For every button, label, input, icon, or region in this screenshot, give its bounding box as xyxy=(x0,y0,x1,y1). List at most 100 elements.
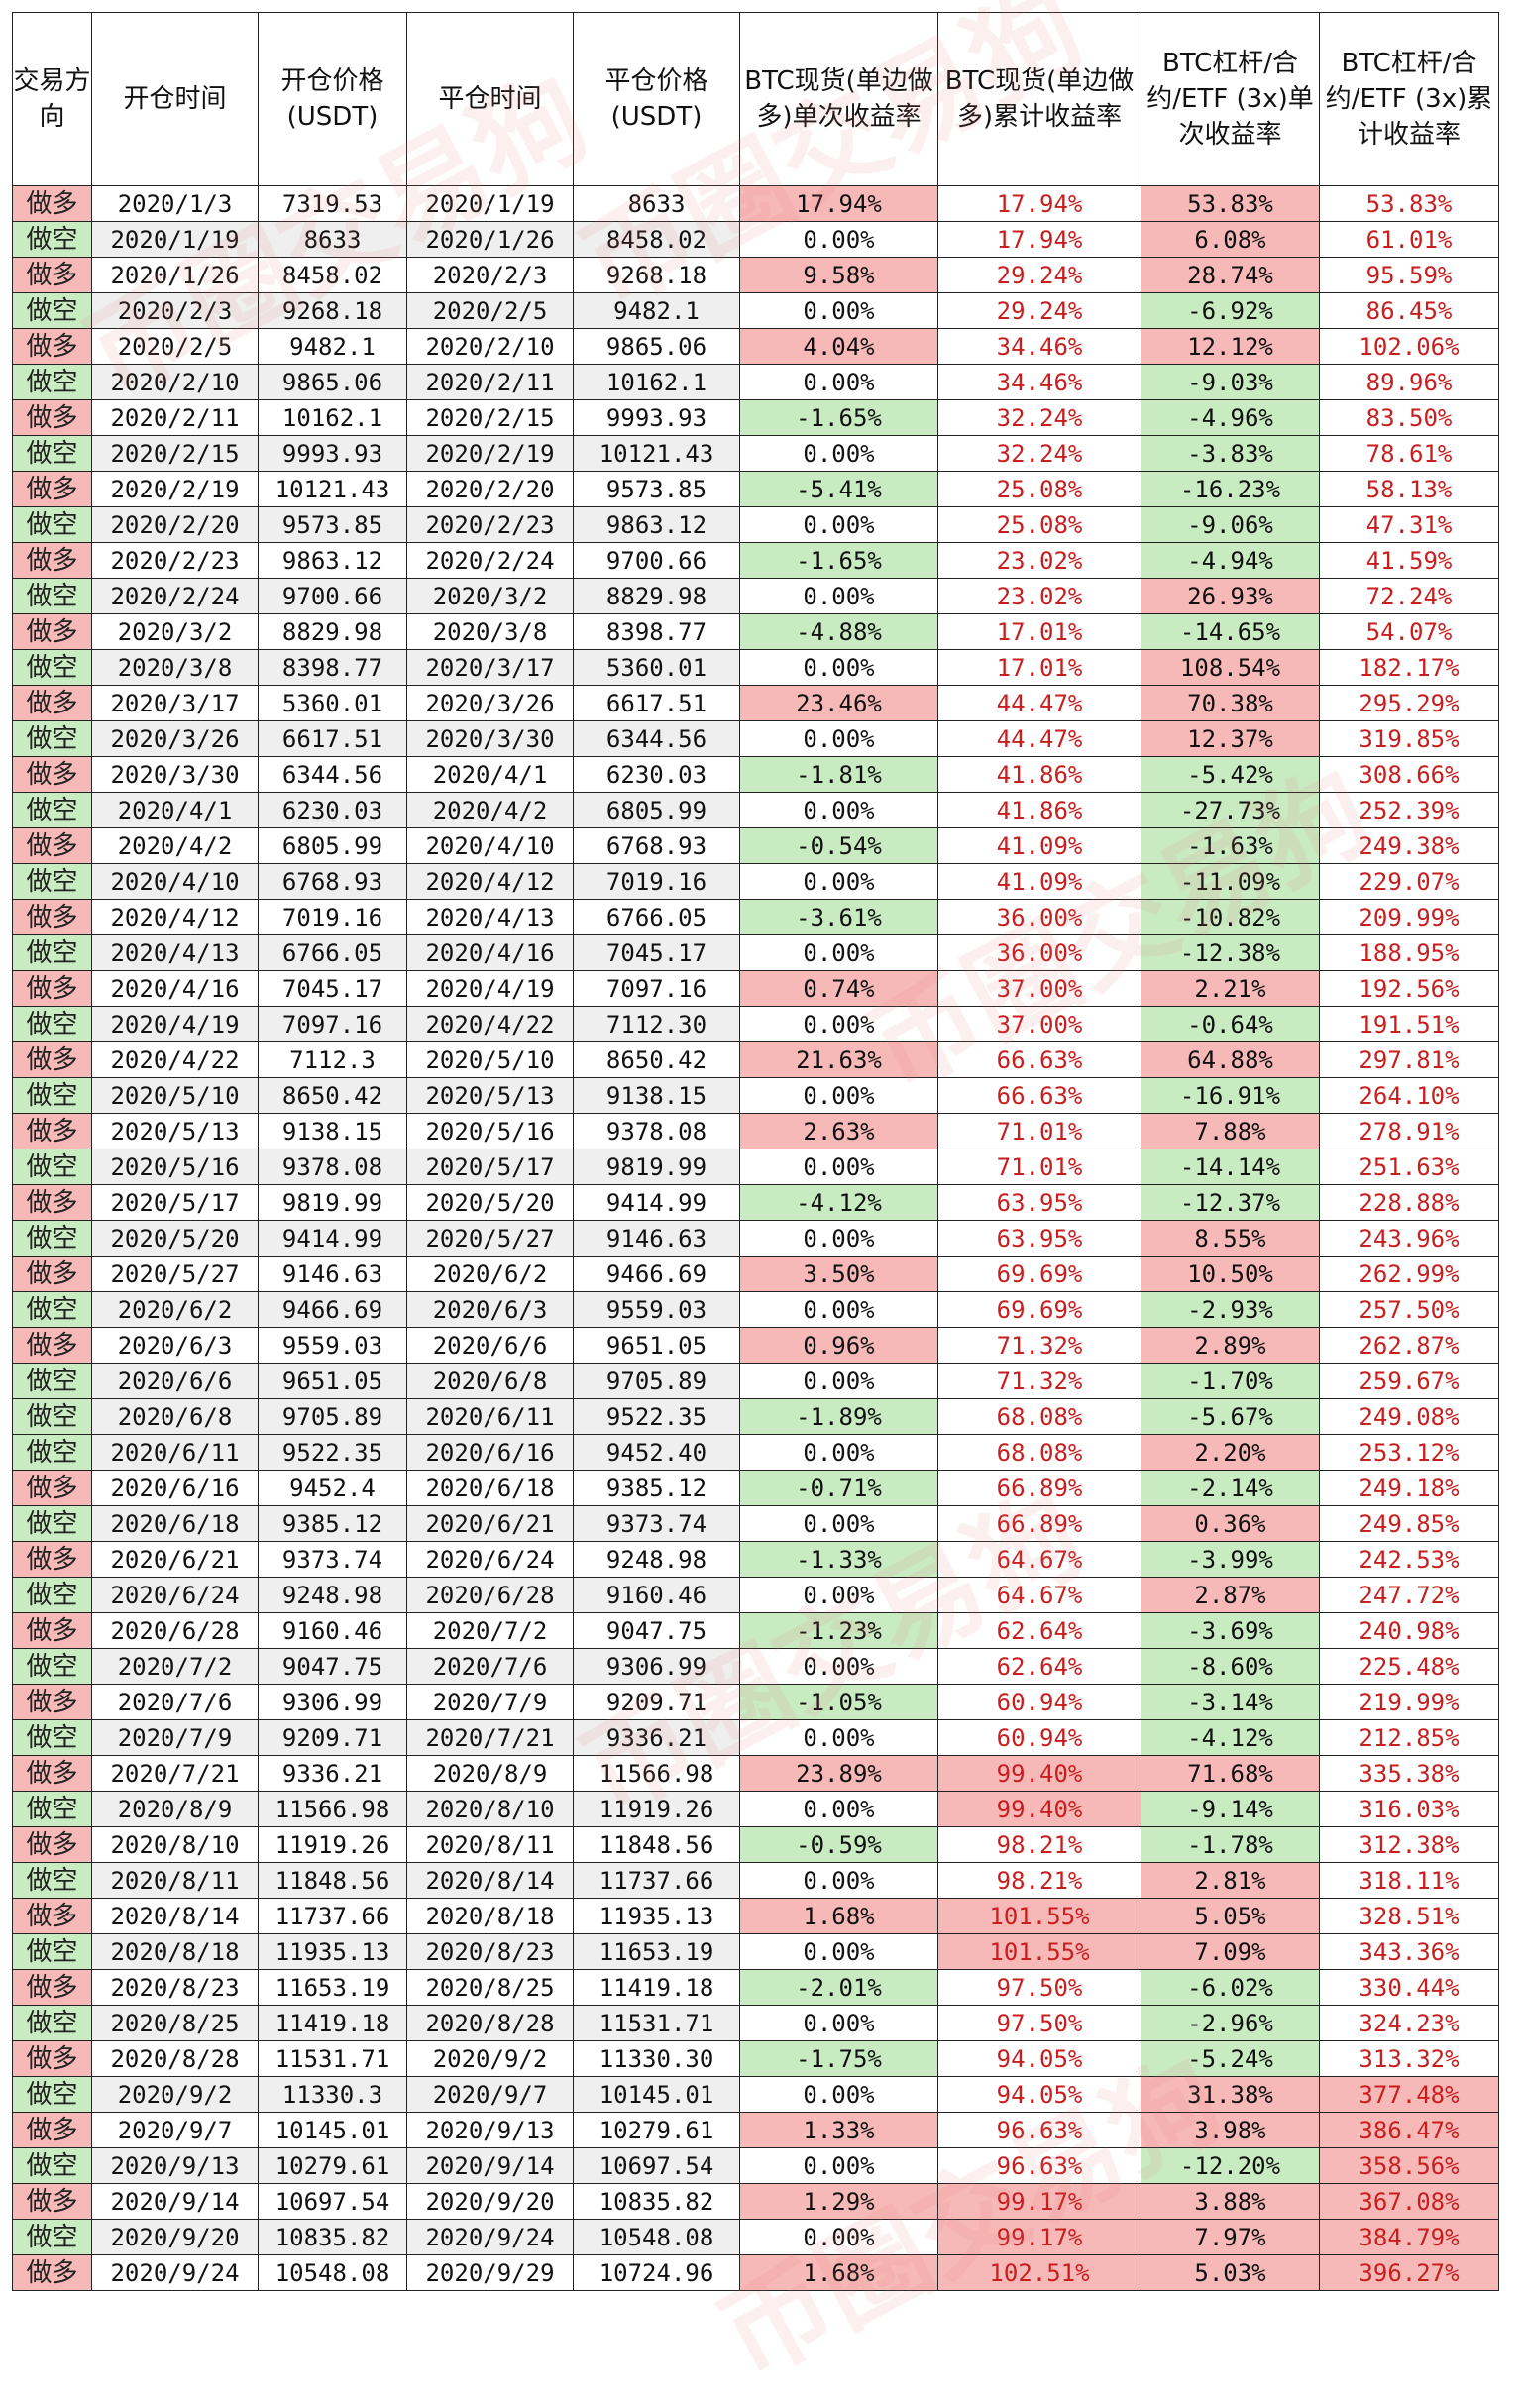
close-time-cell: 2020/8/10 xyxy=(406,1791,574,1827)
close-time-cell: 2020/6/2 xyxy=(406,1256,574,1292)
open-price-cell: 9863.12 xyxy=(258,542,407,579)
spot-cumulative-cell: 66.89% xyxy=(937,1470,1142,1506)
close-price-cell: 9651.05 xyxy=(573,1327,740,1364)
lev-single-cell: 12.37% xyxy=(1141,720,1320,757)
direction-cell: 做多 xyxy=(12,685,92,721)
spot-single-cell: -2.01% xyxy=(739,1969,938,2006)
spot-single-cell: 0.74% xyxy=(739,970,938,1007)
close-price-cell: 9385.12 xyxy=(573,1470,740,1506)
close-price-cell: 11737.66 xyxy=(573,1862,740,1899)
table-row: 做空 2020/4/1 6230.03 2020/4/2 6805.99 0.00% 41.… xyxy=(12,792,1499,828)
direction-cell: 做空 xyxy=(12,506,92,543)
lev-cumulative-cell: 308.66% xyxy=(1319,756,1499,793)
close-time-cell: 2020/5/20 xyxy=(406,1184,574,1221)
close-time-cell: 2020/9/29 xyxy=(406,2254,574,2291)
lev-single-cell: 31.38% xyxy=(1141,2076,1320,2113)
table-row: 做多 2020/8/10 11919.26 2020/8/11 11848.56 -0.5… xyxy=(12,1826,1499,1863)
open-time-cell: 2020/8/23 xyxy=(91,1969,259,2006)
lev-single-cell: -6.92% xyxy=(1141,292,1320,329)
lev-cumulative-cell: 278.91% xyxy=(1319,1113,1499,1149)
spot-cumulative-cell: 44.47% xyxy=(937,720,1142,757)
spot-single-cell: 0.00% xyxy=(739,292,938,329)
lev-cumulative-cell: 249.38% xyxy=(1319,827,1499,864)
close-price-cell: 9863.12 xyxy=(573,506,740,543)
close-time-cell: 2020/6/8 xyxy=(406,1363,574,1399)
spot-cumulative-cell: 68.08% xyxy=(937,1434,1142,1471)
close-time-cell: 2020/5/27 xyxy=(406,1220,574,1257)
lev-single-cell: -5.24% xyxy=(1141,2040,1320,2077)
table-row: 做空 2020/8/9 11566.98 2020/8/10 11919.26 0.00%… xyxy=(12,1791,1499,1827)
close-time-cell: 2020/2/23 xyxy=(406,506,574,543)
close-time-cell: 2020/9/13 xyxy=(406,2112,574,2148)
direction-cell: 做空 xyxy=(12,1791,92,1827)
lev-single-cell: 71.68% xyxy=(1141,1755,1320,1792)
spot-single-cell: -1.81% xyxy=(739,756,938,793)
direction-cell: 做多 xyxy=(12,899,92,935)
close-time-cell: 2020/9/24 xyxy=(406,2219,574,2255)
open-price-cell: 10548.08 xyxy=(258,2254,407,2291)
lev-single-cell: -12.20% xyxy=(1141,2147,1320,2184)
spot-single-cell: 0.00% xyxy=(739,2147,938,2184)
close-time-cell: 2020/4/16 xyxy=(406,934,574,971)
table-row: 做空 2020/8/25 11419.18 2020/8/28 11531.71 0.00… xyxy=(12,2005,1499,2041)
close-price-cell: 8829.98 xyxy=(573,578,740,614)
lev-cumulative-cell: 253.12% xyxy=(1319,1434,1499,1471)
close-time-cell: 2020/6/24 xyxy=(406,1541,574,1578)
lev-single-cell: 28.74% xyxy=(1141,257,1320,293)
close-price-cell: 9573.85 xyxy=(573,471,740,507)
open-price-cell: 6344.56 xyxy=(258,756,407,793)
close-price-cell: 6230.03 xyxy=(573,756,740,793)
direction-cell: 做空 xyxy=(12,435,92,472)
spot-single-cell: 0.00% xyxy=(739,720,938,757)
lev-single-cell: -9.14% xyxy=(1141,1791,1320,1827)
spot-single-cell: 0.00% xyxy=(739,1077,938,1114)
lev-cumulative-cell: 102.06% xyxy=(1319,328,1499,365)
table-row: 做多 2020/3/17 5360.01 2020/3/26 6617.51 23.46%… xyxy=(12,685,1499,721)
spot-single-cell: 0.00% xyxy=(739,1648,938,1685)
lev-single-cell: -14.65% xyxy=(1141,613,1320,650)
open-time-cell: 2020/2/11 xyxy=(91,399,259,436)
open-price-cell: 11848.56 xyxy=(258,1862,407,1899)
direction-cell: 做空 xyxy=(12,1149,92,1185)
close-time-cell: 2020/6/16 xyxy=(406,1434,574,1471)
close-time-cell: 2020/2/15 xyxy=(406,399,574,436)
direction-cell: 做多 xyxy=(12,756,92,793)
lev-single-cell: -1.70% xyxy=(1141,1363,1320,1399)
spot-single-cell: -1.05% xyxy=(739,1684,938,1720)
spot-single-cell: 1.33% xyxy=(739,2112,938,2148)
lev-single-cell: -6.02% xyxy=(1141,1969,1320,2006)
open-time-cell: 2020/8/25 xyxy=(91,2005,259,2041)
table-row: 做多 2020/6/16 9452.4 2020/6/18 9385.12 -0.71% 6… xyxy=(12,1470,1499,1506)
open-price-cell: 9138.15 xyxy=(258,1113,407,1149)
lev-cumulative-cell: 249.18% xyxy=(1319,1470,1499,1506)
lev-single-cell: 70.38% xyxy=(1141,685,1320,721)
lev-cumulative-cell: 78.61% xyxy=(1319,435,1499,472)
open-price-cell: 9865.06 xyxy=(258,364,407,400)
close-price-cell: 9993.93 xyxy=(573,399,740,436)
open-price-cell: 7097.16 xyxy=(258,1006,407,1042)
open-price-cell: 9466.69 xyxy=(258,1291,407,1328)
close-time-cell: 2020/7/6 xyxy=(406,1648,574,1685)
lev-cumulative-cell: 358.56% xyxy=(1319,2147,1499,2184)
table-row: 做空 2020/6/24 9248.98 2020/6/28 9160.46 0.00% 6… xyxy=(12,1577,1499,1613)
lev-cumulative-cell: 257.50% xyxy=(1319,1291,1499,1328)
spot-cumulative-cell: 25.08% xyxy=(937,506,1142,543)
spot-cumulative-cell: 60.94% xyxy=(937,1719,1142,1756)
lev-single-cell: 7.97% xyxy=(1141,2219,1320,2255)
direction-cell: 做空 xyxy=(12,2005,92,2041)
open-price-cell: 7019.16 xyxy=(258,899,407,935)
close-time-cell: 2020/4/19 xyxy=(406,970,574,1007)
direction-cell: 做空 xyxy=(12,792,92,828)
open-price-cell: 6805.99 xyxy=(258,827,407,864)
close-price-cell: 9306.99 xyxy=(573,1648,740,1685)
close-time-cell: 2020/4/22 xyxy=(406,1006,574,1042)
direction-cell: 做空 xyxy=(12,2147,92,2184)
open-price-cell: 6768.93 xyxy=(258,863,407,900)
open-time-cell: 2020/3/26 xyxy=(91,720,259,757)
lev-cumulative-cell: 259.67% xyxy=(1319,1363,1499,1399)
open-time-cell: 2020/8/10 xyxy=(91,1826,259,1863)
direction-cell: 做空 xyxy=(12,2076,92,2113)
open-time-cell: 2020/6/8 xyxy=(91,1398,259,1435)
lev-single-cell: -3.83% xyxy=(1141,435,1320,472)
close-time-cell: 2020/6/28 xyxy=(406,1577,574,1613)
